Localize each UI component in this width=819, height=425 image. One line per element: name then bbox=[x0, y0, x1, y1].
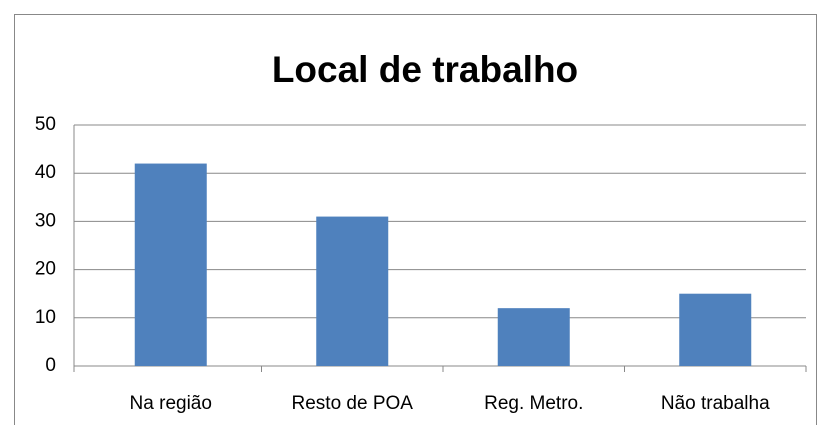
y-tick-label: 10 bbox=[35, 307, 56, 328]
bar bbox=[679, 293, 752, 366]
chart-border bbox=[14, 14, 817, 425]
chart-title: Local de trabalho bbox=[272, 49, 578, 90]
x-tick-label: Não trabalha bbox=[661, 393, 770, 414]
x-tick-label: Resto de POA bbox=[292, 393, 414, 414]
y-tick-label: 20 bbox=[35, 259, 56, 280]
bar bbox=[497, 308, 570, 366]
y-tick-label: 50 bbox=[35, 114, 56, 135]
bar bbox=[316, 216, 389, 366]
x-tick-label: Na região bbox=[130, 393, 212, 414]
bar bbox=[134, 163, 207, 366]
y-tick-label: 40 bbox=[35, 162, 56, 183]
y-tick-label: 0 bbox=[45, 355, 56, 376]
x-tick-label: Reg. Metro. bbox=[484, 393, 583, 414]
y-tick-label: 30 bbox=[35, 210, 56, 231]
